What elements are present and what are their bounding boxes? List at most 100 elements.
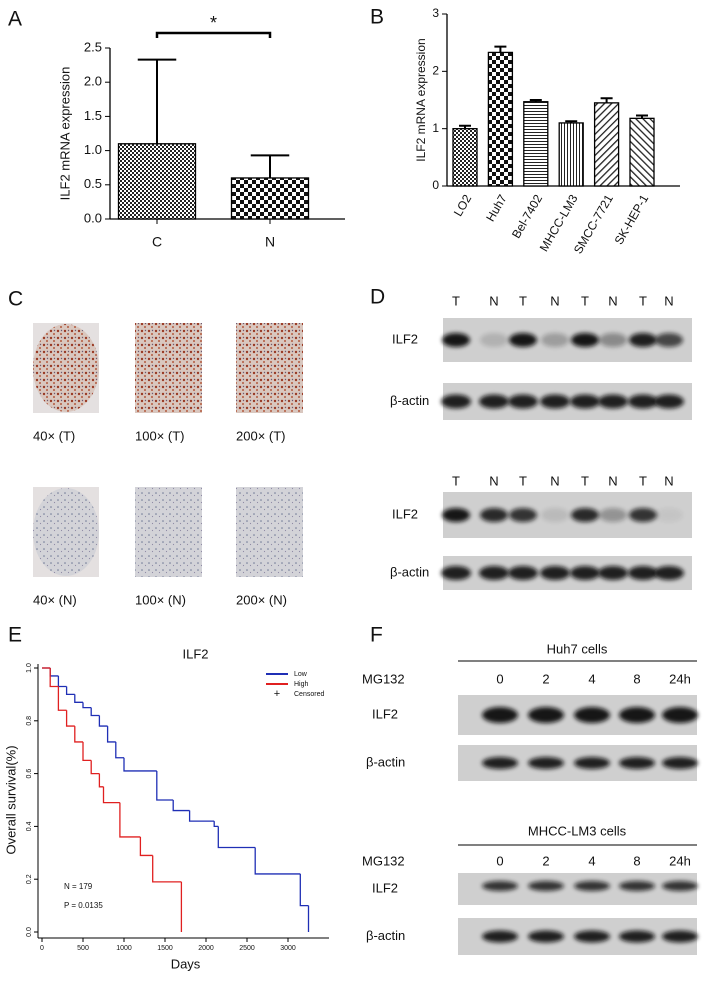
- lane-label: T: [519, 293, 527, 308]
- blot-band: [441, 394, 471, 409]
- y-tick-label: 1: [432, 121, 439, 135]
- lane-label: T: [581, 473, 589, 488]
- survival-step: [188, 810, 215, 822]
- lane-label: N: [550, 293, 559, 308]
- blot-band: [599, 333, 627, 347]
- lane-label: T: [639, 473, 647, 488]
- blot-band: [629, 508, 657, 522]
- blot-band: [574, 930, 610, 943]
- survival-step: [139, 836, 153, 857]
- lane-label: N: [608, 293, 617, 308]
- blot-band: [528, 881, 564, 891]
- blot-band: [570, 566, 600, 580]
- lane-label: N: [550, 473, 559, 488]
- survival-step: [65, 710, 75, 727]
- lane-label: 4: [588, 853, 595, 868]
- legend-label: Low: [294, 671, 308, 678]
- survival-step: [119, 802, 141, 838]
- blot-band: [480, 333, 508, 347]
- y-tick-label: 1.0: [26, 663, 33, 673]
- survival-step: [49, 668, 59, 677]
- lane-label: N: [664, 473, 673, 488]
- significance-bracket: [155, 31, 272, 38]
- annotation: N = 179: [64, 882, 93, 891]
- survival-step: [98, 773, 104, 788]
- bar: [558, 122, 584, 187]
- blot-band: [662, 757, 698, 769]
- y-tick-label: 0.2: [26, 874, 33, 884]
- blot-band: [629, 333, 657, 347]
- lane-label: 2: [542, 671, 549, 686]
- row-label: ILF2: [392, 331, 418, 346]
- error-bar: [636, 114, 648, 119]
- survival-step: [49, 668, 59, 688]
- y-axis-label: Overall survival(%): [3, 745, 18, 854]
- survival-step: [213, 821, 219, 828]
- error-bar: [565, 120, 578, 123]
- ihc-image: [135, 487, 202, 577]
- blot-band: [654, 566, 684, 580]
- bar: [593, 102, 620, 187]
- blot-band: [598, 566, 628, 580]
- blot-band: [628, 394, 658, 409]
- x-tick-label: N: [265, 234, 275, 250]
- ihc-label: 200× (T): [236, 428, 286, 443]
- y-tick-label: 0.4: [26, 821, 33, 831]
- blot-band: [442, 333, 470, 347]
- survival-step: [82, 702, 92, 709]
- panel-label: C: [8, 288, 23, 311]
- x-tick-label: 2500: [239, 945, 255, 952]
- blot-band: [482, 930, 518, 943]
- blot-band: [619, 930, 655, 943]
- survival-step: [65, 686, 75, 696]
- survival-step: [82, 741, 92, 762]
- y-tick-label: 1.5: [84, 108, 102, 123]
- blot-title: MHCC-LM3 cells: [528, 823, 627, 838]
- bar: [629, 117, 655, 187]
- ihc-image: [236, 487, 303, 577]
- x-tick-label: 0: [40, 945, 44, 952]
- blot-band: [541, 333, 569, 347]
- treatment-label: MG132: [362, 671, 405, 686]
- blot-band: [599, 508, 627, 522]
- blot-band: [442, 508, 470, 522]
- lane-label: 8: [633, 671, 640, 686]
- treatment-label: MG132: [362, 853, 405, 868]
- row-label: β-actin: [390, 564, 429, 579]
- blot-band: [619, 757, 655, 769]
- ihc-label: 200× (N): [236, 592, 287, 607]
- lane-label: 2: [542, 853, 549, 868]
- chart-title: ILF2: [182, 646, 208, 661]
- blot-band: [508, 566, 538, 580]
- bar: [117, 143, 197, 220]
- blot-band: [655, 508, 683, 522]
- survival-step: [74, 694, 83, 703]
- blot-band: [541, 508, 569, 522]
- error-bar: [250, 154, 290, 178]
- blot-band: [619, 881, 655, 891]
- x-tick-label: 1000: [116, 945, 132, 952]
- blot-band: [479, 394, 509, 409]
- ihc-core: [33, 324, 99, 412]
- error-bar: [459, 124, 471, 129]
- lane-label: N: [608, 473, 617, 488]
- ihc-core: [33, 488, 99, 576]
- x-tick-label: SK-HEP-1: [612, 192, 652, 247]
- lane-label: 24h: [669, 853, 691, 868]
- survival-step: [57, 686, 67, 711]
- blot-band: [509, 333, 537, 347]
- x-tick-label: LO2: [451, 192, 475, 219]
- survival-step: [98, 715, 108, 727]
- blot-band: [508, 394, 538, 409]
- survival-step: [156, 770, 174, 801]
- survival-step: [102, 786, 120, 804]
- y-axis-label: ILF2 mRNA expression: [57, 67, 72, 201]
- lane-label: T: [452, 473, 460, 488]
- survival-step: [106, 726, 116, 743]
- x-tick-label: Bel-7402: [509, 192, 545, 241]
- y-tick-label: 0.0: [26, 927, 33, 937]
- annotation: P = 0.0135: [64, 901, 103, 910]
- bar: [452, 128, 478, 187]
- survival-step: [254, 847, 301, 875]
